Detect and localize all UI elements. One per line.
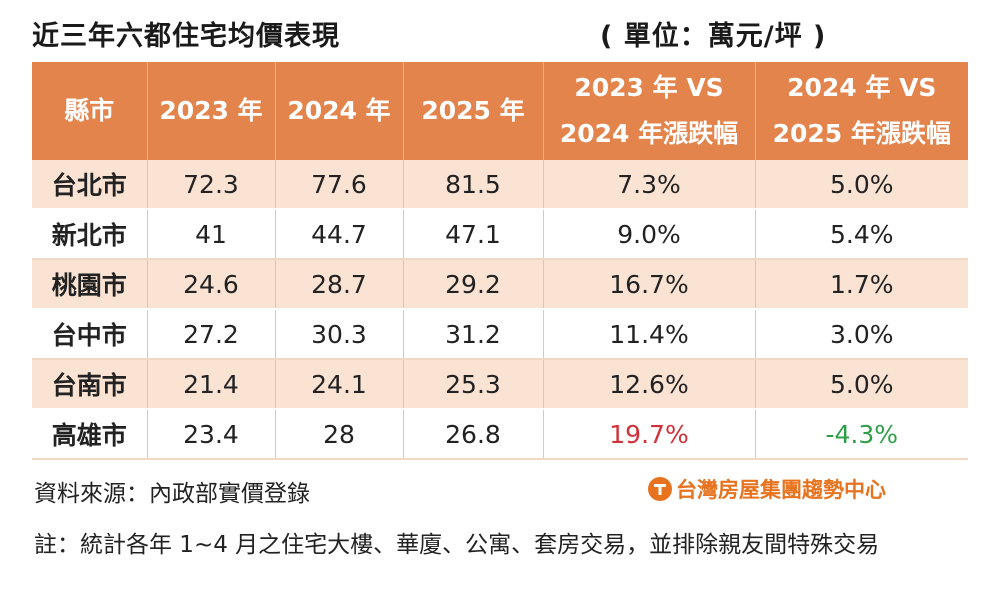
cell-change2-highlight: -4.3% xyxy=(755,409,968,460)
table-row: 台南市 21.4 24.1 25.3 12.6% 5.0% xyxy=(32,359,968,410)
header-change2-line2: 2025 年漲跌幅 xyxy=(772,119,951,148)
header-change2-line1: 2024 年 VS xyxy=(787,73,937,102)
cell-2023: 41 xyxy=(147,209,276,260)
cell-2023: 23.4 xyxy=(147,409,276,460)
cell-change2: 5.0% xyxy=(755,160,968,210)
cell-2023: 24.6 xyxy=(147,259,276,310)
cell-2023: 27.2 xyxy=(147,309,276,360)
cell-change2: 5.0% xyxy=(755,359,968,410)
cell-2025: 47.1 xyxy=(403,209,544,260)
cell-change1: 9.0% xyxy=(543,209,756,260)
cell-2025: 25.3 xyxy=(403,359,544,410)
table-row: 新北市 41 44.7 47.1 9.0% 5.4% xyxy=(32,209,968,260)
cell-2025: 81.5 xyxy=(403,160,544,210)
cell-city: 台北市 xyxy=(32,160,148,210)
header-2023: 2023 年 xyxy=(147,62,276,160)
cell-2024: 77.6 xyxy=(275,160,404,210)
cell-change2: 1.7% xyxy=(755,259,968,310)
header-change1-line2: 2024 年漲跌幅 xyxy=(559,119,739,148)
cell-city: 桃園市 xyxy=(32,259,148,310)
brand-name: 台灣房屋集團趨勢中心 xyxy=(676,478,886,502)
cell-change1-highlight: 19.7% xyxy=(543,409,756,460)
cell-2025: 26.8 xyxy=(403,409,544,460)
table-row: 台中市 27.2 30.3 31.2 11.4% 3.0% xyxy=(32,309,968,360)
taiwan-realty-logo-icon xyxy=(648,477,672,501)
cell-city: 高雄市 xyxy=(32,409,148,460)
cell-2025: 29.2 xyxy=(403,259,544,310)
cell-change2: 5.4% xyxy=(755,209,968,260)
cell-change2: 3.0% xyxy=(755,309,968,360)
header-change-2023-2024: 2023 年 VS 2024 年漲跌幅 xyxy=(543,62,756,160)
header-change1-line1: 2023 年 VS xyxy=(574,73,724,102)
header-city: 縣市 xyxy=(32,62,148,160)
cell-change1: 7.3% xyxy=(543,160,756,210)
header-2024: 2024 年 xyxy=(275,62,404,160)
cell-2024: 28.7 xyxy=(275,259,404,310)
cell-change1: 16.7% xyxy=(543,259,756,310)
brand-logo: 台灣房屋集團趨勢中心 xyxy=(648,474,886,504)
cell-city: 台南市 xyxy=(32,359,148,410)
table-header-row: 縣市 2023 年 2024 年 2025 年 2023 年 VS 2024 年… xyxy=(32,62,968,160)
header-change-2024-2025: 2024 年 VS 2025 年漲跌幅 xyxy=(755,62,968,160)
cell-2024: 24.1 xyxy=(275,359,404,410)
cell-change1: 12.6% xyxy=(543,359,756,410)
cell-2023: 72.3 xyxy=(147,160,276,210)
price-table: 縣市 2023 年 2024 年 2025 年 2023 年 VS 2024 年… xyxy=(32,62,968,460)
cell-2025: 31.2 xyxy=(403,309,544,360)
cell-2024: 44.7 xyxy=(275,209,404,260)
table-row: 高雄市 23.4 28 26.8 19.7% -4.3% xyxy=(32,409,968,460)
cell-city: 新北市 xyxy=(32,209,148,260)
unit-label: ( 單位：萬元/坪 ) xyxy=(600,21,827,52)
cell-2023: 21.4 xyxy=(147,359,276,410)
cell-change1: 11.4% xyxy=(543,309,756,360)
cell-2024: 28 xyxy=(275,409,404,460)
table-row: 台北市 72.3 77.6 81.5 7.3% 5.0% xyxy=(32,160,968,210)
cell-city: 台中市 xyxy=(32,309,148,360)
data-source: 資料來源：內政部實價登錄 xyxy=(34,481,310,507)
table-row: 桃園市 24.6 28.7 29.2 16.7% 1.7% xyxy=(32,259,968,310)
cell-2024: 30.3 xyxy=(275,309,404,360)
page-title: 近三年六都住宅均價表現 xyxy=(32,21,340,52)
footnote: 註：統計各年 1~4 月之住宅大樓、華廈、公寓、套房交易，並排除親友間特殊交易 xyxy=(34,532,880,558)
header-2025: 2025 年 xyxy=(403,62,544,160)
